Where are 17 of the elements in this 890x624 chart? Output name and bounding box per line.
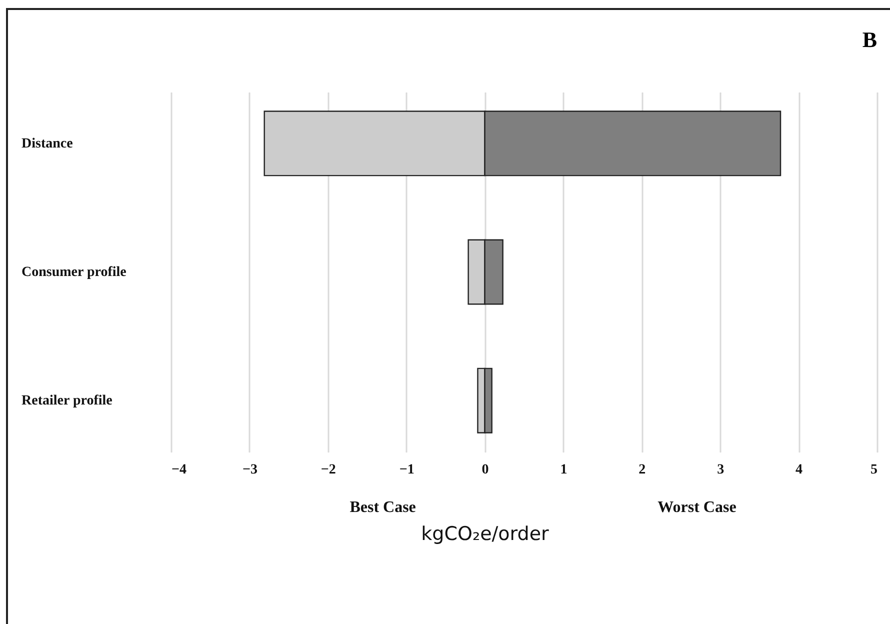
x-tick-label: 1 <box>560 462 568 478</box>
y-tick-label: Retailer profile <box>22 394 112 409</box>
chart-title: B <box>862 27 878 52</box>
y-tick-label: Consumer profile <box>22 265 126 280</box>
x-tick-label: −4 <box>172 462 186 478</box>
x-tick-label: 2 <box>638 462 646 478</box>
x-tick-label: −2 <box>320 462 336 478</box>
text: Worst Case <box>658 499 736 516</box>
x-tick-label: 5 <box>870 462 878 478</box>
x-tick-label: 4 <box>796 462 803 478</box>
x-axis-title: kgCO₂e/order <box>421 523 550 545</box>
y-tick-label: Distance <box>22 136 73 152</box>
text: Best Case <box>350 499 416 516</box>
x-tick-label: 0 <box>482 462 489 478</box>
x-tick-label: −3 <box>242 462 258 478</box>
x-tick-label: −1 <box>399 462 414 478</box>
x-tick-label: 3 <box>717 462 724 478</box>
